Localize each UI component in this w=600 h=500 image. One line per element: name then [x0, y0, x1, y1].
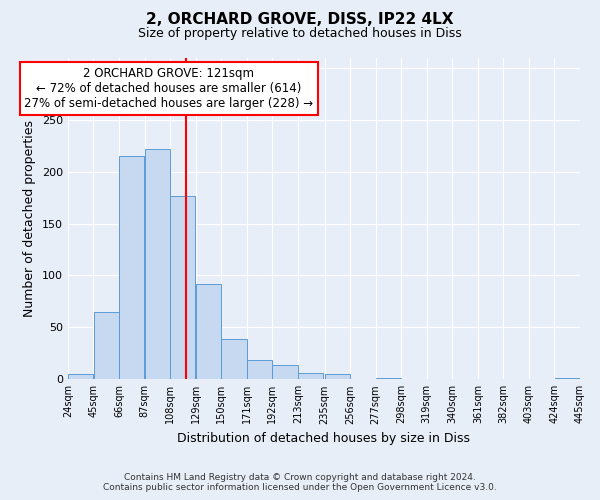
X-axis label: Distribution of detached houses by size in Diss: Distribution of detached houses by size …: [178, 432, 470, 445]
Text: Size of property relative to detached houses in Diss: Size of property relative to detached ho…: [138, 28, 462, 40]
Bar: [68, 374, 93, 380]
Bar: [376, 378, 401, 380]
Bar: [272, 365, 298, 380]
Text: Contains HM Land Registry data © Crown copyright and database right 2024.
Contai: Contains HM Land Registry data © Crown c…: [103, 473, 497, 492]
Bar: [554, 378, 580, 380]
Bar: [145, 149, 170, 380]
Bar: [94, 312, 119, 380]
Bar: [247, 360, 272, 380]
Bar: [170, 196, 196, 380]
Bar: [325, 374, 350, 380]
Bar: [298, 373, 323, 380]
Bar: [196, 284, 221, 380]
Text: 2 ORCHARD GROVE: 121sqm
← 72% of detached houses are smaller (614)
27% of semi-d: 2 ORCHARD GROVE: 121sqm ← 72% of detache…: [24, 67, 313, 110]
Text: 2, ORCHARD GROVE, DISS, IP22 4LX: 2, ORCHARD GROVE, DISS, IP22 4LX: [146, 12, 454, 28]
Bar: [221, 339, 247, 380]
Bar: [119, 156, 145, 380]
Y-axis label: Number of detached properties: Number of detached properties: [23, 120, 37, 317]
